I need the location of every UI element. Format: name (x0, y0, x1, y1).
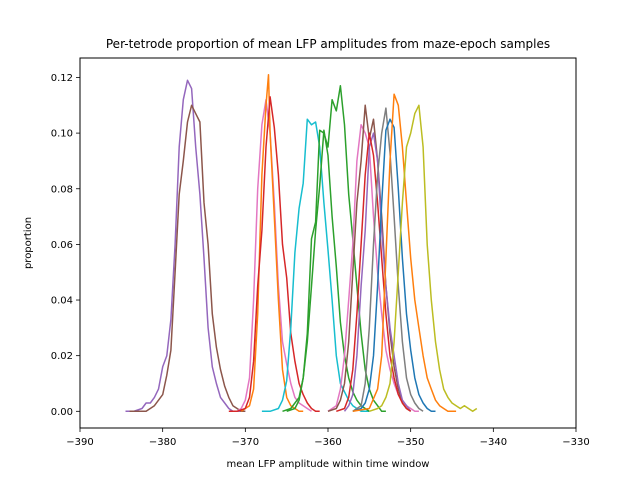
y-tick-label: 0.08 (51, 184, 73, 195)
y-tick-label: 0.06 (51, 240, 73, 251)
y-tick-label: 0.10 (51, 129, 73, 140)
x-tick-label: −350 (397, 437, 424, 448)
series-line-11 (343, 132, 412, 412)
series-line-5 (228, 96, 320, 413)
y-tick-label: 0.12 (51, 73, 73, 84)
y-tick-label: 0.04 (51, 296, 73, 307)
series-line-15 (352, 93, 457, 413)
series-line-16 (369, 104, 478, 413)
series-line-12 (336, 132, 412, 413)
series-line-1 (125, 79, 246, 413)
x-tick-label: −390 (66, 437, 93, 448)
y-tick-label: 0.00 (51, 407, 73, 418)
x-tick-label: −370 (232, 437, 259, 448)
x-tick-label: −360 (314, 437, 341, 448)
chart-title: Per-tetrode proportion of mean LFP ampli… (106, 37, 550, 51)
series-line-7 (286, 85, 386, 413)
x-axis-label: mean LFP amplitude within time window (226, 459, 429, 470)
series-line-2 (129, 104, 246, 413)
x-tick-label: −340 (480, 437, 507, 448)
series-line-8 (282, 129, 370, 413)
x-tick-label: −380 (149, 437, 176, 448)
y-axis: 0.00 0.02 0.04 0.06 0.08 0.10 0.12 (51, 73, 80, 418)
series-line-10 (327, 104, 412, 413)
y-axis-label: proportion (23, 217, 34, 269)
y-tick-label: 0.02 (51, 351, 73, 362)
series-line-14 (352, 118, 436, 413)
series-layer (125, 73, 478, 413)
x-axis: −390 −380 −370 −360 −350 −340 −330 (66, 428, 590, 448)
x-tick-label: −330 (562, 437, 589, 448)
